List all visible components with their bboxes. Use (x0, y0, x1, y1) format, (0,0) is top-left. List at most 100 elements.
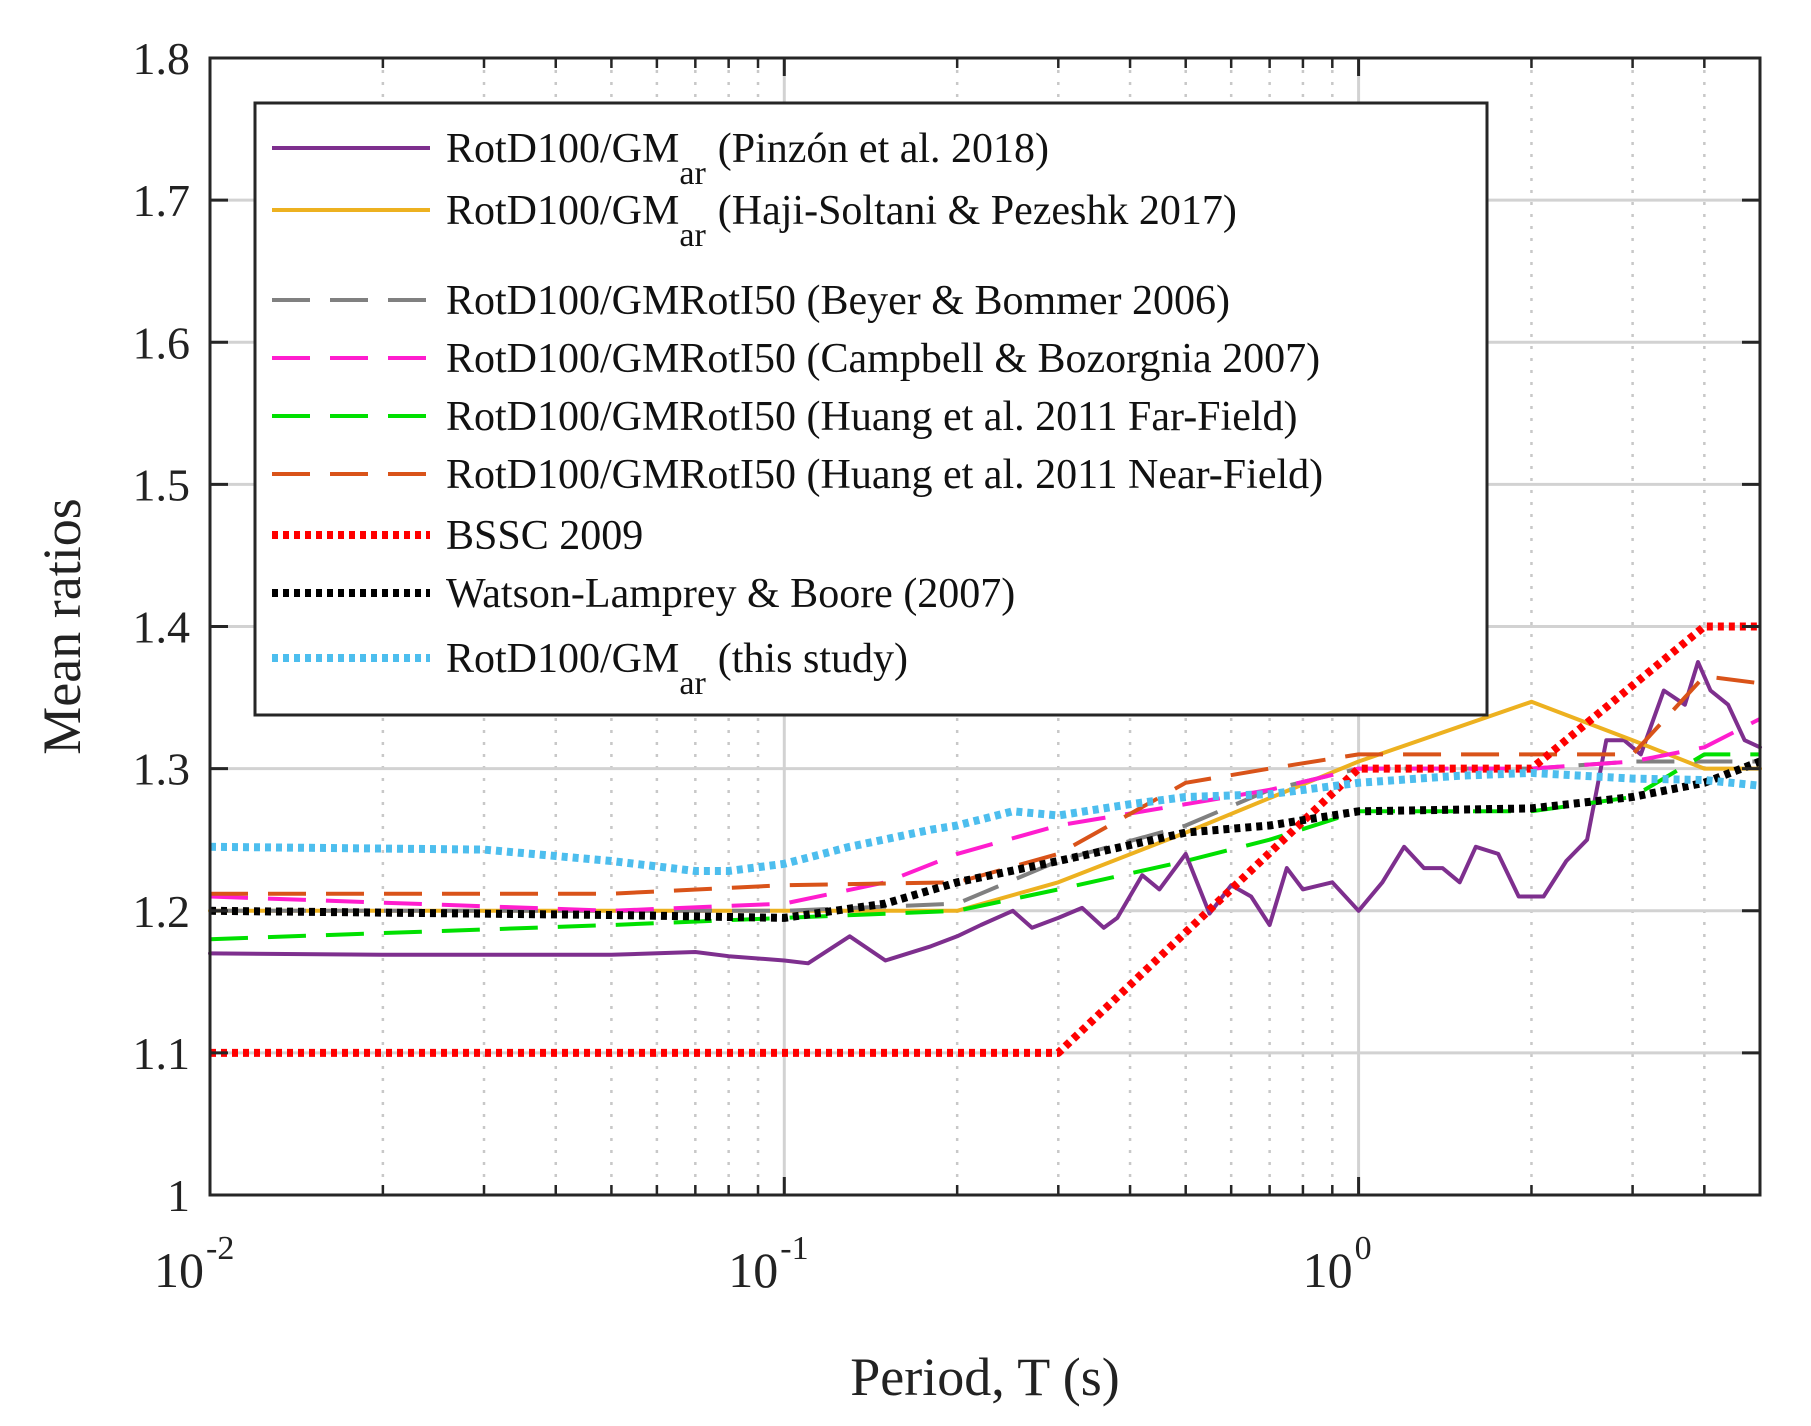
legend-label: BSSC 2009 (446, 513, 643, 559)
data-point (784, 863, 785, 864)
data-point (1185, 853, 1186, 854)
data-point (1632, 761, 1633, 762)
series-line (209, 752, 1760, 942)
data-point (1358, 761, 1359, 762)
data-point (1531, 772, 1532, 773)
data-point (1744, 740, 1745, 741)
data-point (808, 963, 809, 964)
data-point (1358, 768, 1359, 769)
data-point (1531, 701, 1532, 702)
data-point (611, 893, 612, 894)
data-point (1082, 907, 1083, 908)
x-tick-label-base: 10 (1303, 1242, 1353, 1298)
data-point (784, 960, 785, 961)
data-point (1058, 917, 1059, 918)
x-tick-label-base: 10 (728, 1242, 778, 1298)
data-point (849, 936, 850, 937)
data-point (1117, 917, 1118, 918)
data-point (1209, 913, 1210, 914)
series-line (210, 674, 1761, 896)
data-point (1358, 754, 1359, 755)
legend-item: RotD100/GMRotI50 (Huang et al. 2011 Near… (272, 452, 1323, 498)
data-point (1518, 896, 1519, 897)
legend-label: RotD100/GMar(Haji-Soltani & Pezeshk 2017… (446, 188, 1237, 254)
data-point (382, 954, 383, 955)
data-point (930, 946, 931, 947)
data-point (957, 825, 958, 826)
y-tick-label: 1.2 (133, 886, 191, 937)
data-point (1058, 825, 1059, 826)
series-2 (208, 699, 1762, 913)
y-tick-label: 1.5 (133, 459, 191, 510)
data-point (1185, 804, 1186, 805)
data-point (1459, 882, 1460, 883)
data-point (1269, 768, 1270, 769)
x-tick-label-exponent: -1 (780, 1230, 808, 1267)
legend: RotD100/GMar(Pinzón et al. 2018)RotD100/… (253, 101, 1489, 717)
legend-label: RotD100/GMRotI50 (Beyer & Bommer 2006) (446, 278, 1230, 324)
data-point (957, 1052, 958, 1053)
data-point (611, 861, 612, 862)
x-tick-label: 10 -1 (728, 1230, 808, 1298)
data-point (784, 903, 785, 904)
data-point (1475, 846, 1476, 847)
data-point (1269, 794, 1270, 795)
data-point (1728, 704, 1729, 705)
data-point (1103, 927, 1104, 928)
y-tick-label: 1.6 (133, 317, 191, 368)
data-point (611, 925, 612, 926)
data-point (1632, 740, 1633, 741)
data-point (1358, 811, 1359, 812)
legend-label: RotD100/GMRotI50 (Campbell & Bozorgnia 2… (446, 336, 1320, 382)
y-tick-labels: 1 1.1 1.2 1.3 1.4 1.5 1.6 1.7 1.8 (133, 33, 191, 1221)
data-point (1459, 775, 1460, 776)
data-point (728, 871, 729, 872)
data-point (1663, 690, 1664, 691)
data-point (1302, 889, 1303, 890)
data-point (611, 954, 612, 955)
data-point (1058, 882, 1059, 883)
data-point (1058, 861, 1059, 862)
data-point (1269, 925, 1270, 926)
data-point (1632, 778, 1633, 779)
data-point (1710, 690, 1711, 691)
series-8 (209, 757, 1762, 922)
data-point (784, 885, 785, 886)
data-point (1606, 740, 1607, 741)
data-point (1704, 780, 1705, 781)
legend-item: RotD100/GMRotI50 (Beyer & Bommer 2006) (272, 278, 1230, 324)
data-point (957, 910, 958, 911)
series-line (209, 757, 1762, 922)
series-line (208, 699, 1762, 913)
data-point (1498, 853, 1499, 854)
data-point (1684, 704, 1685, 705)
y-tick-label: 1.7 (133, 175, 191, 226)
data-point (1704, 747, 1705, 748)
data-point (1058, 889, 1059, 890)
legend-label: RotD100/GMRotI50 (Huang et al. 2011 Near… (446, 452, 1323, 498)
ticks (208, 56, 1760, 1197)
data-point (1704, 768, 1705, 769)
x-tick-label-exponent: -2 (206, 1230, 234, 1267)
legend-label: Watson-Lamprey & Boore (2007) (446, 571, 1015, 617)
data-point (1159, 889, 1160, 890)
data-point (784, 910, 785, 911)
data-point (1531, 808, 1532, 809)
data-point (1185, 797, 1186, 798)
data-point (885, 903, 886, 904)
x-axis-title: Period, T (s) (850, 1347, 1120, 1407)
data-point (1269, 839, 1270, 840)
y-axis-title: Mean ratios (32, 498, 92, 754)
legend-item: RotD100/GMar(Pinzón et al. 2018) (272, 126, 1049, 192)
y-tick-label: 1.1 (133, 1028, 191, 1079)
data-point (1185, 825, 1186, 826)
series-line (210, 759, 1760, 913)
data-point (1704, 626, 1705, 627)
legend-item: RotD100/GMRotI50 (Huang et al. 2011 Far-… (272, 394, 1298, 440)
data-point (1704, 754, 1705, 755)
data-point (1543, 896, 1544, 897)
data-point (1587, 839, 1588, 840)
data-point (980, 925, 981, 926)
data-point (930, 829, 931, 830)
data-point (1704, 676, 1705, 677)
